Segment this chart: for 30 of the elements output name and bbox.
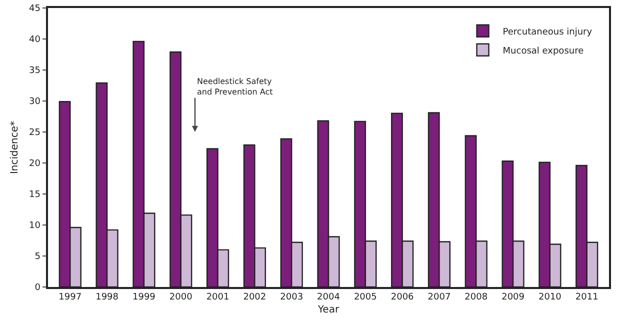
x-tick-label: 2008 — [464, 292, 488, 303]
x-tick-label: 1999 — [132, 292, 156, 303]
y-tick-label: 20 — [28, 159, 41, 170]
x-tick-label: 2000 — [169, 292, 193, 303]
y-tick-label: 35 — [28, 66, 40, 76]
y-tick-label: 0 — [34, 283, 41, 294]
x-tick-label: 2001 — [206, 292, 230, 303]
legend-label: Percutaneous injury — [502, 27, 593, 38]
y-tick-label: 10 — [28, 221, 41, 232]
x-tick-label: 2006 — [390, 292, 414, 303]
x-tick-label: 2009 — [502, 292, 525, 303]
x-tick-label: 2003 — [280, 292, 304, 303]
y-tick-label: 25 — [28, 128, 40, 138]
y-tick-label: 15 — [28, 190, 40, 200]
y-tick-label: 45 — [28, 4, 40, 14]
y-tick-label: 30 — [28, 97, 41, 108]
annotation: Needlestick Safety and Prevention Act — [197, 77, 273, 96]
y-axis-title: Incidence* — [10, 120, 20, 174]
legend-label: Mucosal exposure — [502, 46, 584, 56]
x-tick-label: 1997 — [58, 292, 82, 303]
y-tick-label: 5 — [34, 252, 40, 262]
x-tick-label: 2005 — [354, 292, 377, 303]
x-tick-label: 1998 — [96, 292, 119, 303]
x-axis-title: Year — [316, 304, 340, 316]
x-tick-label: 2002 — [243, 292, 266, 303]
x-tick-label: 2004 — [317, 292, 340, 303]
x-tick-label: 2007 — [428, 292, 451, 303]
x-tick-label: 2011 — [575, 292, 598, 303]
x-tick-label: 2010 — [538, 292, 562, 303]
y-tick-label: 40 — [28, 35, 41, 46]
